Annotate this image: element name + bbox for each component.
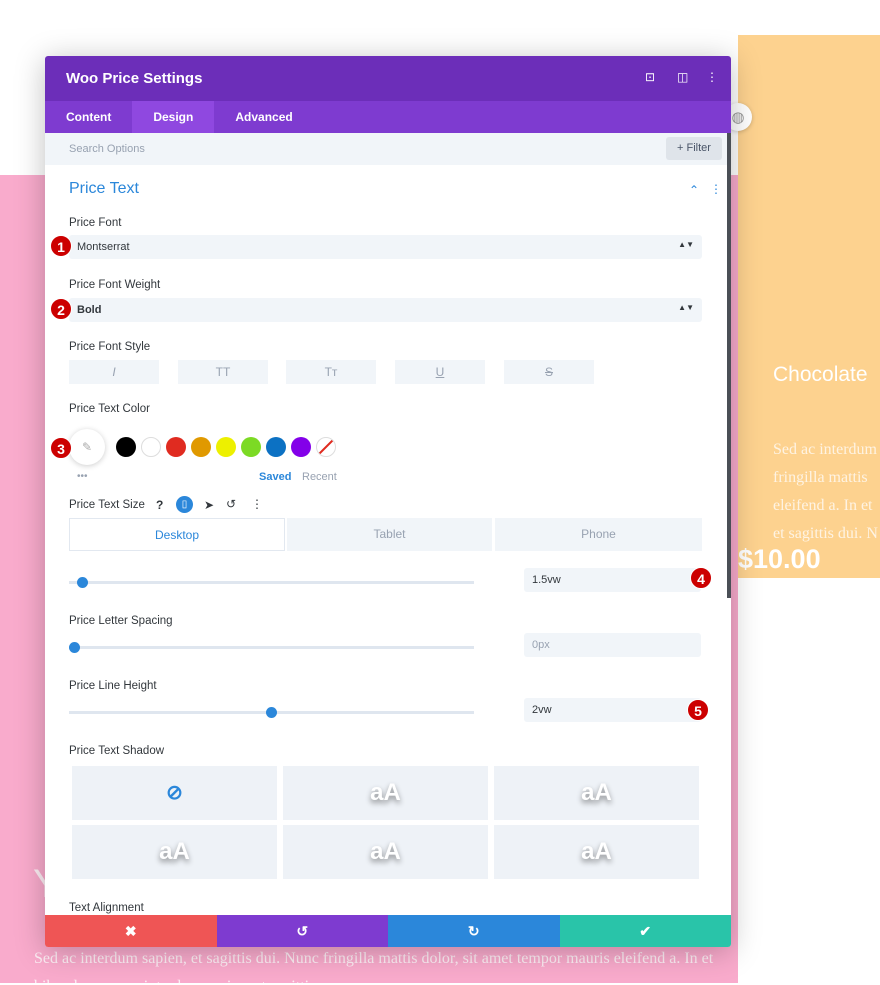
section-title[interactable]: Price Text [69, 180, 139, 197]
tab-phone[interactable]: Phone [495, 518, 702, 551]
product-price: $10.00 [738, 544, 821, 574]
undo-icon: ↺ [296, 923, 309, 939]
shadow-option-4[interactable]: aA [283, 825, 488, 879]
section-more-icon[interactable]: ⋮ [710, 182, 722, 196]
color-swatch[interactable] [216, 437, 236, 457]
no-color-swatch[interactable] [316, 437, 336, 457]
modal-header: Woo Price Settings ⊡ ◫ ⋮ [45, 56, 731, 101]
price-text-size-label: Price Text Size [69, 499, 145, 511]
text-alignment-label: Text Alignment [69, 902, 144, 914]
price-font-weight-label: Price Font Weight [69, 279, 161, 291]
split-view-icon[interactable]: ◫ [677, 70, 689, 84]
shadow-option-2[interactable]: aA [494, 766, 699, 820]
step-badge-5: 5 [687, 699, 709, 721]
line-height-input[interactable]: 2vw [524, 698, 701, 722]
shadow-option-1[interactable]: aA [283, 766, 488, 820]
product-description: Sed ac interdum fringilla mattis eleifen… [773, 441, 878, 542]
search-input[interactable]: Search Options [69, 143, 145, 155]
no-shadow-icon: ⊘ [166, 782, 183, 804]
select-arrows-icon: ▲▼ [678, 303, 694, 312]
search-bar[interactable]: Search Options + Filter [45, 133, 731, 165]
color-swatch[interactable] [141, 437, 161, 457]
close-icon: ✖ [124, 923, 137, 939]
text-shadow-label: Price Text Shadow [69, 745, 165, 757]
redo-icon: ↻ [467, 923, 480, 939]
letter-spacing-slider-track[interactable] [69, 646, 474, 649]
product-card-background [738, 35, 880, 578]
shadow-option-3[interactable]: aA [72, 825, 277, 879]
color-swatch[interactable] [241, 437, 261, 457]
text-size-input[interactable]: 1.5vw [524, 568, 701, 592]
no-shadow-option[interactable]: ⊘ [72, 766, 277, 820]
shadow-option-5[interactable]: aA [494, 825, 699, 879]
settings-modal: Woo Price Settings ⊡ ◫ ⋮ Content Design … [45, 56, 731, 947]
tab-desktop[interactable]: Desktop [69, 518, 285, 551]
price-font-style-label: Price Font Style [69, 341, 151, 353]
step-badge-3: 3 [50, 437, 72, 459]
chevron-up-icon[interactable]: ⌃ [689, 183, 700, 197]
letter-spacing-slider-handle[interactable] [69, 642, 80, 653]
scrollbar[interactable] [727, 133, 731, 598]
uppercase-button[interactable]: TT [178, 360, 268, 384]
more-icon[interactable]: ⋮ [706, 70, 718, 84]
reset-icon[interactable]: ↺ [226, 497, 237, 511]
cancel-button[interactable]: ✖ [45, 915, 217, 947]
tab-bar: Content Design Advanced [45, 101, 731, 133]
price-font-weight-value: Bold [77, 304, 102, 316]
redo-button[interactable]: ↻ [388, 915, 560, 947]
filter-label: Filter [686, 142, 711, 154]
letter-spacing-input[interactable]: 0px [524, 633, 701, 657]
color-swatch[interactable] [191, 437, 211, 457]
filter-button[interactable]: + Filter [666, 137, 722, 160]
tab-content[interactable]: Content [66, 110, 112, 124]
modal-footer: ✖ ↺ ↻ ✔ [45, 915, 731, 947]
price-font-weight-select[interactable]: Bold ▲▼ [69, 298, 702, 322]
eyedropper-icon[interactable]: ✎ [69, 429, 105, 465]
tab-tablet[interactable]: Tablet [287, 518, 492, 551]
capitalize-button[interactable]: Tт [286, 360, 376, 384]
step-badge-4: 4 [690, 567, 712, 589]
tab-design[interactable]: Design [132, 101, 215, 133]
price-font-value: Montserrat [77, 241, 130, 253]
italic-button[interactable]: I [69, 360, 159, 384]
focus-icon[interactable]: ⊡ [645, 70, 656, 84]
color-swatch[interactable] [116, 437, 136, 457]
line-height-label: Price Line Height [69, 680, 157, 692]
text-size-slider-track[interactable] [69, 581, 474, 584]
strikethrough-button[interactable]: S [504, 360, 594, 384]
options-icon[interactable]: ⋮ [251, 497, 263, 511]
save-button[interactable]: ✔ [559, 915, 731, 947]
pink-text: Sed ac interdum sapien, et sagittis dui.… [34, 950, 714, 985]
letter-spacing-label: Price Letter Spacing [69, 615, 173, 627]
help-icon[interactable]: ? [156, 498, 164, 512]
modal-title: Woo Price Settings [66, 70, 203, 87]
text-size-slider-handle[interactable] [76, 577, 88, 588]
step-badge-1: 1 [50, 235, 72, 257]
saved-colors-tab[interactable]: Saved [259, 471, 292, 483]
line-height-slider-handle[interactable] [266, 707, 277, 718]
select-arrows-icon: ▲▼ [678, 240, 694, 249]
undo-button[interactable]: ↺ [216, 915, 388, 947]
color-swatch[interactable] [166, 437, 186, 457]
underline-button[interactable]: U [395, 360, 485, 384]
product-title: Chocolate [773, 363, 868, 386]
color-swatch[interactable] [291, 437, 311, 457]
price-font-select[interactable]: Montserrat ▲▼ [69, 235, 702, 259]
hover-cursor-icon[interactable]: ➤ [204, 498, 215, 512]
more-colors-icon[interactable]: ••• [77, 471, 88, 482]
tab-advanced[interactable]: Advanced [235, 110, 293, 124]
price-font-label: Price Font [69, 217, 122, 229]
recent-colors-tab[interactable]: Recent [302, 471, 337, 483]
plus-icon: + [677, 142, 687, 154]
price-text-color-label: Price Text Color [69, 403, 150, 415]
settings-body: Price Text ⌃ ⋮ Price Font Montserrat ▲▼ P… [45, 165, 727, 915]
color-swatch[interactable] [266, 437, 286, 457]
responsive-icon[interactable]: ▯ [176, 496, 193, 513]
check-icon: ✔ [639, 923, 652, 939]
step-badge-2: 2 [50, 298, 72, 320]
